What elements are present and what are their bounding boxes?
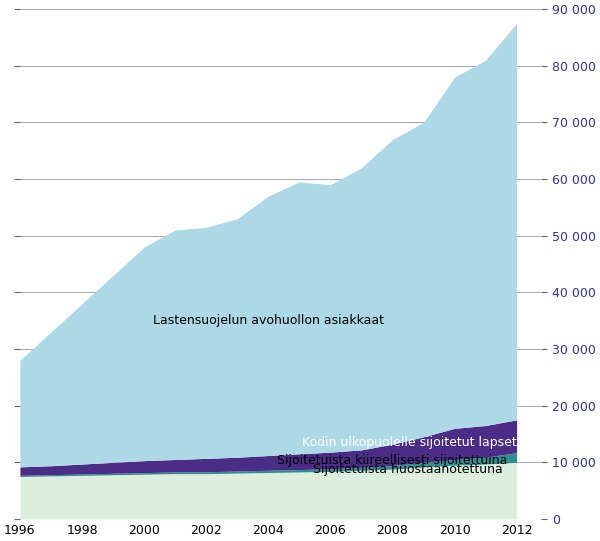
Text: Sijoitetuista huostaanotettuna: Sijoitetuista huostaanotettuna: [313, 463, 503, 476]
Text: Kodin ulkopuolelle sijoitetut lapset ja nuoret: Kodin ulkopuolelle sijoitetut lapset ja …: [302, 436, 577, 449]
Text: Sijoitetuista kiireellisesti sijoitettuina: Sijoitetuista kiireellisesti sijoitettui…: [277, 454, 508, 467]
Text: Lastensuojelun avohuollon asiakkaat: Lastensuojelun avohuollon asiakkaat: [153, 314, 384, 327]
